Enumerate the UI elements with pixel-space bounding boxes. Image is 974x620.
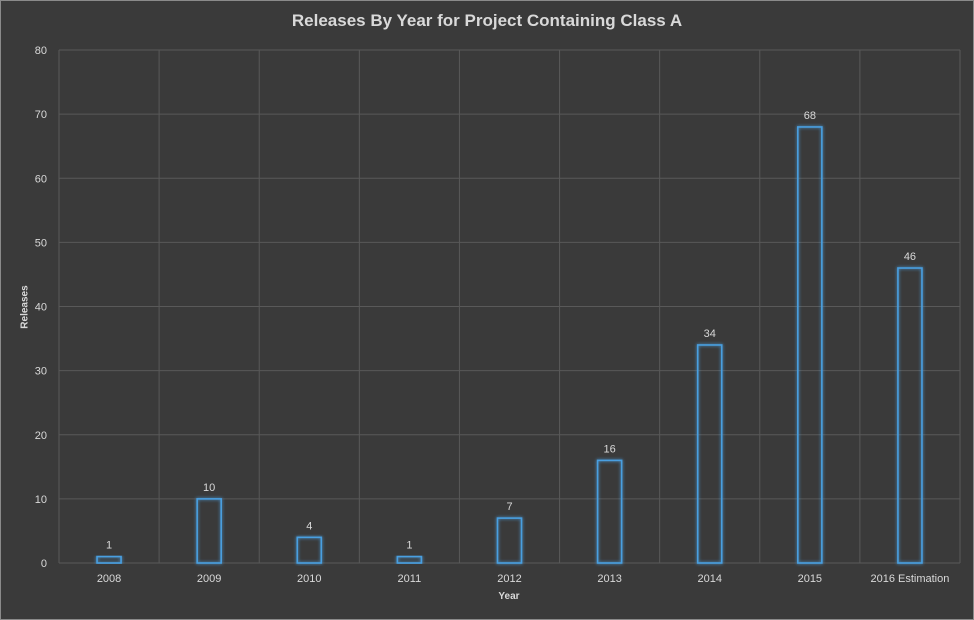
bar-2013[interactable] [596,459,623,564]
data-label: 7 [506,501,512,513]
bar-2009[interactable] [196,498,222,564]
x-tick-label: 2016 Estimation [870,573,949,585]
y-tick-label: 70 [35,109,47,121]
y-tick-label: 0 [41,558,47,570]
chart-title: Releases By Year for Project Containing … [291,11,683,30]
data-label: 68 [804,110,816,122]
x-tick-label: 2008 [97,573,121,585]
bar-2011[interactable] [396,555,423,564]
x-tick-label: 2010 [297,573,321,585]
x-tick-label: 2015 [798,573,822,585]
data-label: 10 [203,482,215,494]
x-tick-label: 2014 [697,573,721,585]
data-label: 46 [904,251,916,263]
bar-2014[interactable] [696,344,723,564]
y-tick-label: 20 [35,430,47,442]
bar-2015[interactable] [797,126,823,564]
x-axis-title: Year [498,591,520,602]
y-tick-label: 30 [35,366,47,378]
bar-2010[interactable] [296,536,323,564]
y-tick-label: 80 [35,45,47,57]
y-tick-label: 40 [35,302,47,314]
y-tick-label: 50 [35,237,47,249]
x-tick-label: 2013 [597,573,621,585]
x-tick-label: 2011 [398,573,422,585]
data-label: 34 [704,328,716,340]
bar-2016-estimation[interactable] [897,267,923,564]
data-label: 1 [406,540,412,552]
x-tick-label: 2012 [497,573,521,585]
bar-2012[interactable] [496,517,523,564]
bar-2008[interactable] [96,555,122,564]
y-tick-label: 10 [35,494,47,506]
data-label: 16 [603,443,615,455]
x-tick-label: 2009 [197,573,221,585]
data-label: 1 [106,540,112,552]
y-tick-label: 60 [35,173,47,185]
data-label: 4 [306,520,312,532]
